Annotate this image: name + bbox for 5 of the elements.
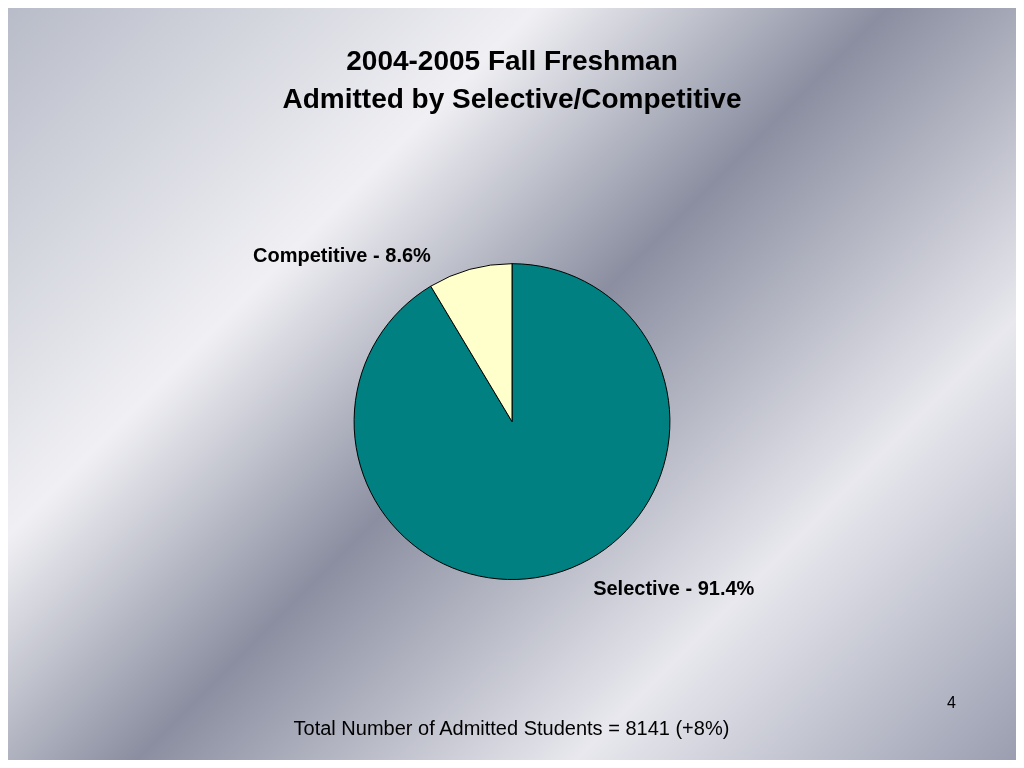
text: 4 xyxy=(947,693,957,711)
chart-title: 2004-2005 Fall Freshman Admitted by Selective/Competitive xyxy=(282,44,742,114)
text: Total Number of Admitted Students = 8141 (+8%) xyxy=(293,717,730,739)
slice-label: Competitive - 8.6% xyxy=(253,243,432,266)
slice-label: Selective - 91.4% xyxy=(593,577,755,600)
